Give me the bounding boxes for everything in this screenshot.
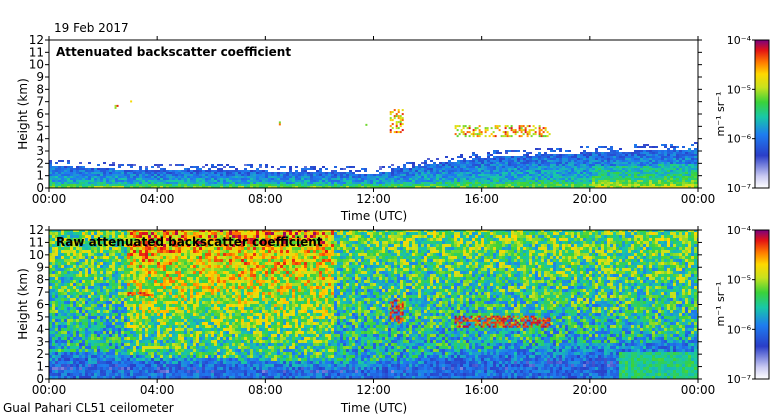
x-tick-label: 00:00 xyxy=(32,192,67,206)
y-tick-label: 10 xyxy=(29,248,44,262)
panel-raw: Raw attenuated backscatter coefficient 0… xyxy=(16,223,770,415)
x-tick-label: 20:00 xyxy=(573,192,608,206)
y-tick-label: 1 xyxy=(36,360,44,374)
chart-title-top: Attenuated backscatter coefficient xyxy=(56,45,291,59)
chart-title-bottom: Raw attenuated backscatter coefficient xyxy=(56,235,323,249)
y-tick-label: 9 xyxy=(36,70,44,84)
y-axis-label-top: Height (km) xyxy=(16,78,30,149)
date-label: 19 Feb 2017 xyxy=(54,21,129,35)
x-tick-label: 04:00 xyxy=(140,383,175,397)
colorbar-bottom xyxy=(754,229,770,380)
colorbar-label-top: m⁻¹ sr⁻¹ xyxy=(714,92,727,137)
x-tick-label: 16:00 xyxy=(464,192,499,206)
y-tick-label: 8 xyxy=(36,82,44,96)
y-tick-label: 12 xyxy=(29,33,44,47)
y-tick-label: 3 xyxy=(36,335,44,349)
x-axis-bottom: 00:00 04:00 08:00 12:00 16:00 20:00 00:00 xyxy=(32,226,716,397)
colorbar-tick-label: 10⁻⁵ xyxy=(727,83,751,96)
colorbar-tick-label: 10⁻⁶ xyxy=(727,323,752,336)
y-tick-label: 10 xyxy=(29,58,44,72)
y-tick-label: 2 xyxy=(36,156,44,170)
y-tick-label: 5 xyxy=(36,119,44,133)
y-tick-label: 0 xyxy=(36,372,44,386)
colorbar-tick-label: 10⁻⁵ xyxy=(727,274,751,287)
y-tick-label: 12 xyxy=(29,223,44,237)
y-tick-label: 2 xyxy=(36,347,44,361)
colorbar-tick-label: 10⁻⁴ xyxy=(727,34,752,47)
station-label: Gual Pahari CL51 ceilometer xyxy=(3,401,174,415)
x-axis-label-top: Time (UTC) xyxy=(340,209,407,223)
y-tick-label: 4 xyxy=(36,322,44,336)
x-tick-label: 00:00 xyxy=(681,192,716,206)
y-tick-label: 6 xyxy=(36,298,44,312)
y-tick-label: 9 xyxy=(36,260,44,274)
y-tick-label: 6 xyxy=(36,107,44,121)
x-tick-label: 00:00 xyxy=(32,383,67,397)
heatmap-bottom xyxy=(49,230,698,379)
y-tick-label: 5 xyxy=(36,310,44,324)
x-tick-label: 16:00 xyxy=(464,383,499,397)
y-tick-label: 8 xyxy=(36,273,44,287)
heatmap-top xyxy=(49,100,698,188)
colorbar-tick-label: 10⁻⁶ xyxy=(727,133,752,146)
colorbar-label-bottom: m⁻¹ sr⁻¹ xyxy=(714,282,727,327)
y-tick-label: 3 xyxy=(36,144,44,158)
x-tick-label: 20:00 xyxy=(573,383,608,397)
y-tick-label: 1 xyxy=(36,169,44,183)
y-tick-label: 0 xyxy=(36,181,44,195)
y-tick-label: 7 xyxy=(36,95,44,109)
x-tick-label: 12:00 xyxy=(356,192,391,206)
y-tick-label: 11 xyxy=(29,235,44,249)
colorbar-tick-label: 10⁻⁷ xyxy=(727,182,751,195)
colorbar-top xyxy=(754,39,770,189)
x-tick-label: 08:00 xyxy=(248,383,283,397)
y-tick-label: 4 xyxy=(36,132,44,146)
x-tick-label: 04:00 xyxy=(140,192,175,206)
x-axis-top: 00:00 04:00 08:00 12:00 16:00 20:00 00:00 xyxy=(32,36,716,206)
colorbar-tick-label: 10⁻⁷ xyxy=(727,373,751,386)
y-tick-label: 11 xyxy=(29,45,44,59)
x-tick-label: 08:00 xyxy=(248,192,283,206)
colorbar-ticks-bottom: 10⁻⁷ 10⁻⁶ 10⁻⁵ 10⁻⁴ xyxy=(727,224,755,386)
x-axis-label-bottom: Time (UTC) xyxy=(340,401,407,415)
x-tick-label: 12:00 xyxy=(356,383,391,397)
y-tick-label: 7 xyxy=(36,285,44,299)
x-tick-label: 00:00 xyxy=(681,383,716,397)
colorbar-ticks-top: 10⁻⁷ 10⁻⁶ 10⁻⁵ 10⁻⁴ xyxy=(727,34,755,195)
colorbar-tick-label: 10⁻⁴ xyxy=(727,224,752,237)
panel-attenuated: Attenuated backscatter coefficient 01234… xyxy=(16,33,770,223)
y-axis-label-bottom: Height (km) xyxy=(16,268,30,339)
